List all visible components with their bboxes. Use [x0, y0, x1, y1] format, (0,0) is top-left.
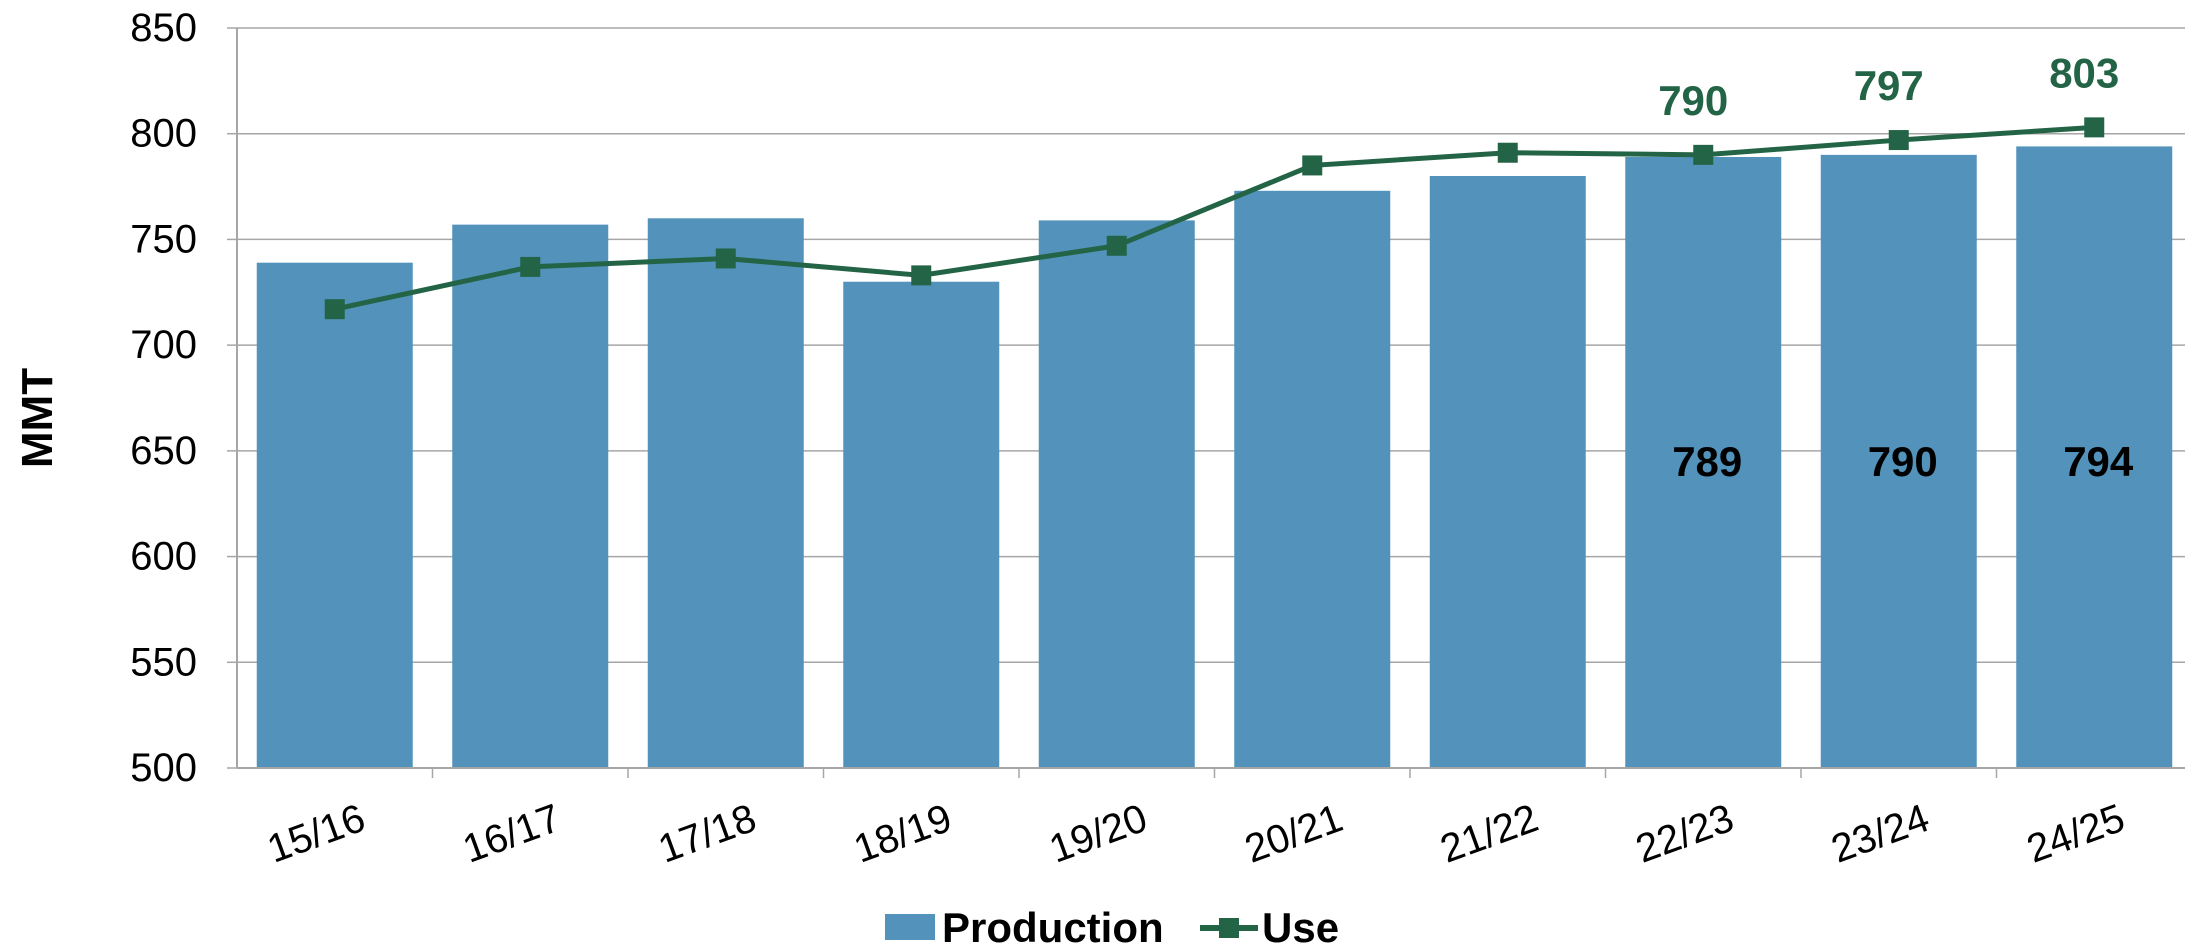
point-use: [715, 248, 736, 269]
point-use: [324, 299, 345, 320]
x-tick-label: 19/20: [1044, 796, 1153, 872]
point-use: [1106, 235, 1127, 256]
x-tick-label: 23/24: [1826, 796, 1935, 872]
x-tick-label: 22/23: [1630, 796, 1739, 872]
x-tick-label: 18/19: [848, 796, 957, 872]
data-label-use: 797: [1854, 62, 1924, 109]
bar-production: [1234, 190, 1391, 769]
y-tick-label: 500: [130, 746, 197, 790]
y-axis-label: MMT: [13, 368, 62, 468]
data-label-production: 789: [1672, 438, 1742, 485]
point-use: [1888, 130, 1909, 151]
y-tick-label: 850: [130, 6, 197, 50]
legend-use-label: Use: [1262, 904, 1339, 949]
x-tick-label: 17/18: [653, 796, 762, 872]
y-axis-ticks: 500 550 600 650 700 750 800 850: [130, 6, 237, 790]
use-line: [324, 117, 2105, 320]
bar-production: [647, 218, 804, 769]
y-tick-label: 750: [130, 217, 197, 261]
data-label-production: 790: [1868, 438, 1938, 485]
point-use: [2084, 117, 2105, 138]
y-tick-label: 700: [130, 323, 197, 367]
legend-production-swatch: [885, 914, 935, 940]
y-tick-label: 650: [130, 429, 197, 473]
bar-production: [1625, 156, 1782, 768]
x-tick-label: 24/25: [2021, 796, 2130, 872]
point-use: [1497, 142, 1518, 163]
line-use: [334, 124, 2095, 312]
data-label-use: 790: [1658, 77, 1728, 124]
x-tick-label: 21/22: [1435, 796, 1544, 872]
data-labels: 789 790 794 790 797 803: [1658, 49, 2134, 485]
bar-production: [256, 262, 413, 768]
bar-production: [843, 281, 1000, 768]
legend: Production Use: [885, 904, 1339, 949]
bar-production: [1429, 176, 1586, 768]
x-tick-label: 20/21: [1239, 796, 1348, 872]
legend-production-label: Production: [942, 904, 1164, 949]
bar-production: [452, 224, 609, 769]
point-use: [1693, 144, 1714, 165]
point-use: [1302, 155, 1323, 176]
y-tick-label: 550: [130, 640, 197, 684]
x-tick-label: 15/16: [262, 796, 371, 872]
x-tick-label: 16/17: [457, 796, 566, 872]
bar-production: [1820, 154, 1977, 768]
data-label-use: 803: [2049, 49, 2119, 96]
y-tick-label: 800: [130, 112, 197, 156]
point-use: [520, 256, 541, 277]
y-tick-label: 600: [130, 535, 197, 579]
bar-production: [2016, 146, 2173, 768]
data-label-production: 794: [2063, 438, 2134, 485]
bar-production: [1038, 220, 1195, 768]
point-use: [911, 265, 932, 286]
x-axis-ticks: 15/16 16/17 17/18 18/19 19/20 20/21 21/22 22/23…: [262, 796, 2131, 872]
bars: [256, 146, 2173, 769]
legend-use-marker: [1219, 918, 1239, 938]
axes: [236, 28, 2185, 778]
